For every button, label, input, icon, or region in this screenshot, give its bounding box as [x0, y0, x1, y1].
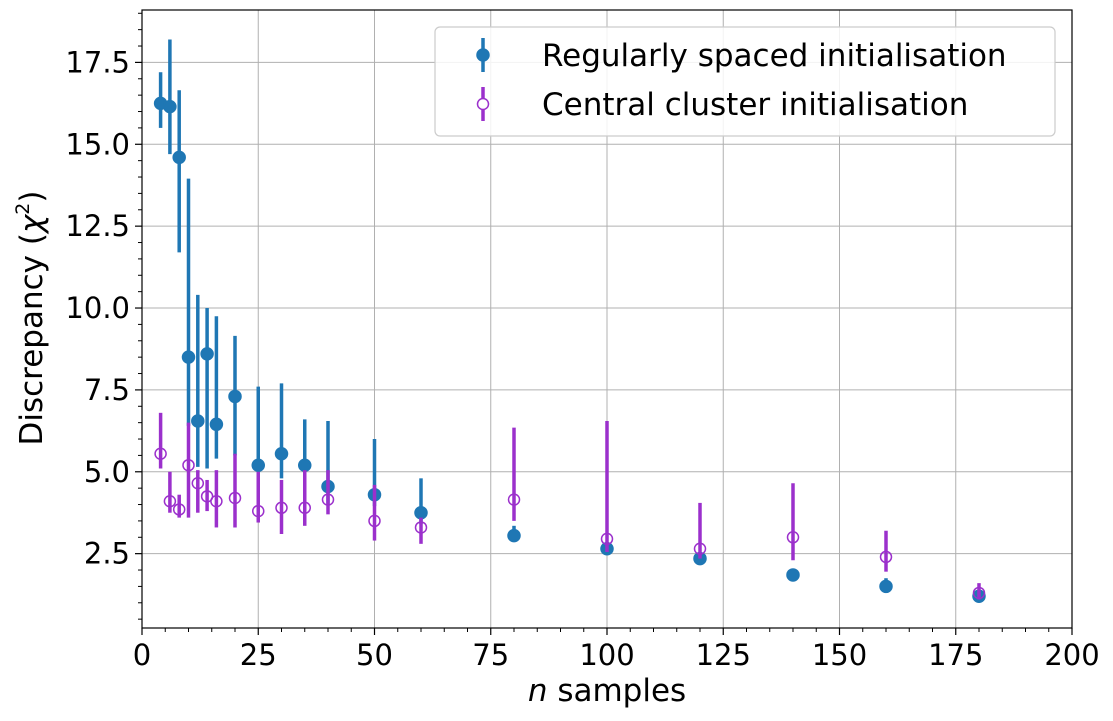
x-tick-label: 0 — [133, 638, 151, 672]
data-point — [200, 347, 214, 361]
data-point — [321, 493, 335, 506]
data-point — [298, 458, 312, 472]
data-point — [879, 579, 893, 594]
x-tick-label: 150 — [812, 638, 867, 672]
x-tick-label: 75 — [472, 638, 509, 672]
legend-label-central: Central cluster initialisation — [542, 87, 968, 123]
data-point — [252, 504, 265, 518]
data-point — [191, 414, 205, 428]
series-0 — [153, 39, 986, 603]
y-tick-label: 7.5 — [84, 373, 130, 407]
y-tick-label: 2.5 — [84, 537, 130, 571]
x-tick-label: 175 — [928, 638, 983, 672]
x-tick-label: 200 — [1044, 638, 1099, 672]
data-point — [879, 550, 893, 564]
legend-label-regular: Regularly spaced initialisation — [542, 38, 1007, 74]
data-point — [786, 531, 800, 544]
y-tick-label: 12.5 — [65, 209, 130, 243]
y-tick-label: 17.5 — [65, 45, 130, 79]
y-tick-label: 15.0 — [65, 127, 130, 161]
data-point — [600, 532, 614, 546]
x-tick-label: 50 — [356, 638, 393, 672]
data-point — [507, 493, 521, 506]
data-point — [972, 586, 986, 600]
y-axis-label: Discrepancy (χ2) — [12, 190, 50, 445]
data-point — [251, 458, 265, 472]
data-point — [414, 505, 428, 520]
legend-marker-central — [476, 87, 490, 121]
legend: Regularly spaced initialisation Central … — [434, 26, 1056, 137]
data-point — [163, 99, 177, 114]
data-point — [191, 476, 205, 490]
data-point — [181, 350, 196, 364]
series-layer — [153, 39, 986, 603]
y-tick-label: 10.0 — [65, 291, 130, 325]
x-tick-label: 25 — [240, 638, 277, 672]
data-point — [228, 389, 242, 404]
x-tick-label: 100 — [579, 638, 634, 672]
axis-ticks: 0 25 50 75 100 125 150 175 200 2.5 5.0 7.5 10.0 12.5 1… — [65, 12, 1100, 672]
data-point — [154, 447, 167, 461]
data-point — [368, 514, 381, 528]
legend-box — [434, 26, 1056, 137]
x-axis-label: n samples — [528, 673, 686, 709]
data-point — [163, 495, 177, 508]
data-point — [274, 447, 289, 461]
data-point — [210, 495, 223, 508]
data-point — [693, 542, 707, 555]
series-1 — [154, 412, 986, 600]
data-point — [172, 503, 186, 516]
data-point — [182, 458, 195, 472]
y-tick-label: 5.0 — [84, 455, 130, 489]
legend-marker-regular — [476, 38, 490, 72]
data-point — [209, 417, 224, 432]
data-point — [786, 568, 800, 582]
data-point — [172, 150, 186, 165]
data-point — [275, 501, 288, 515]
data-point — [298, 501, 311, 515]
x-tick-label: 125 — [696, 638, 751, 672]
data-point — [414, 521, 428, 534]
data-point — [507, 528, 521, 543]
data-point — [228, 491, 242, 505]
